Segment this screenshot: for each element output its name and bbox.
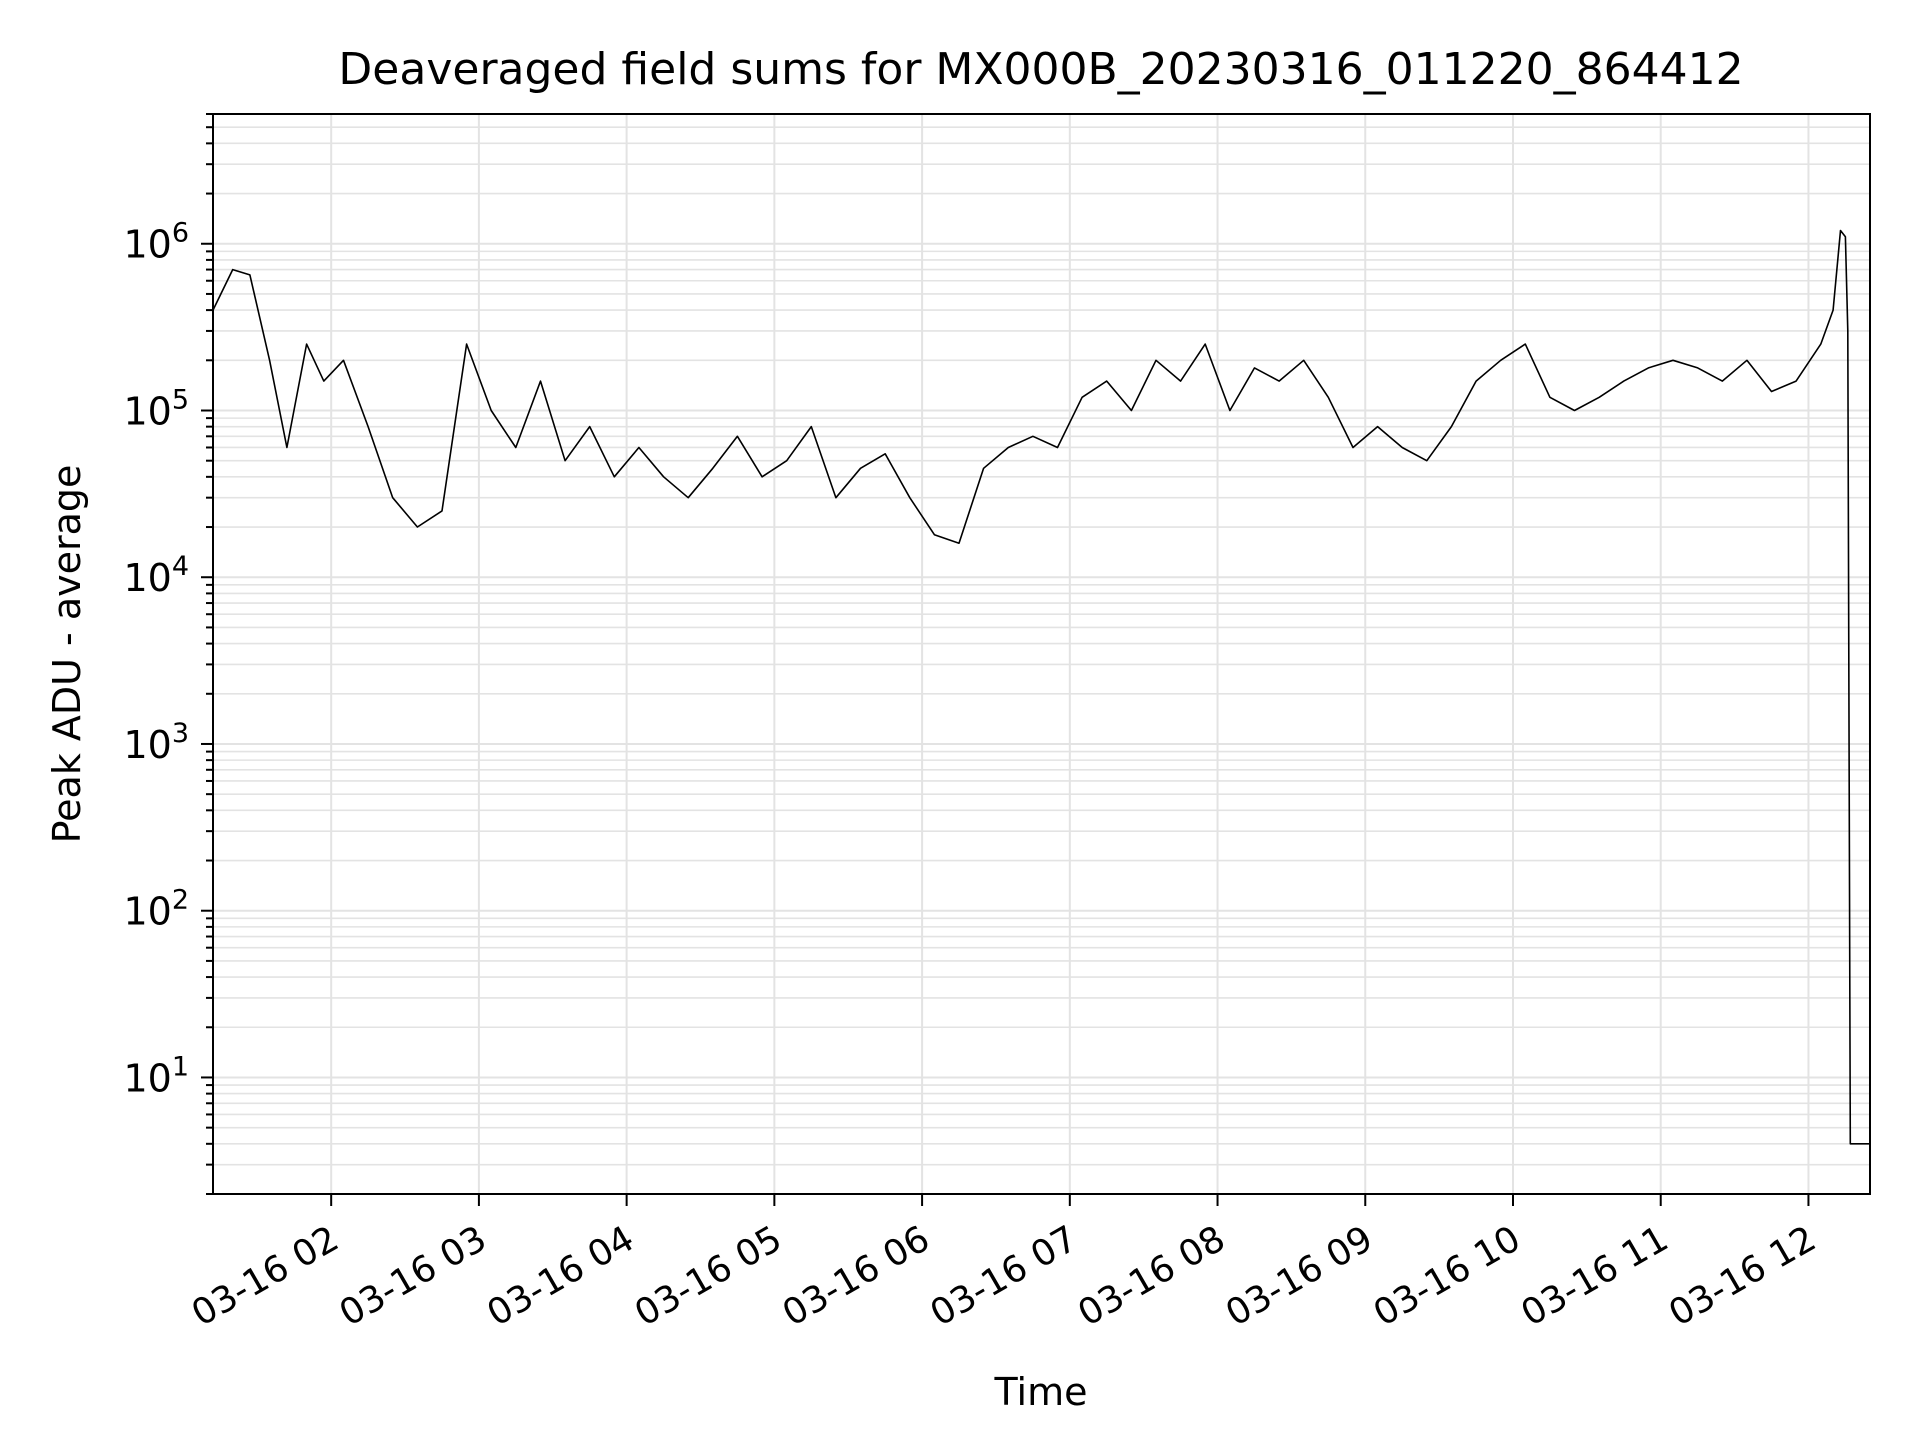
y-tick-label: 102 [123, 885, 189, 934]
y-tick-label: 106 [123, 218, 189, 267]
y-tick-label: 101 [123, 1051, 189, 1100]
x-axis-label: Time [994, 1370, 1088, 1414]
y-tick-label: 105 [123, 384, 189, 433]
series-layer [212, 229, 1870, 1145]
axes-frame [212, 113, 1871, 1195]
chart-title: Deaveraged field sums for MX000B_2023031… [338, 44, 1743, 95]
y-tick-label: 103 [123, 718, 189, 767]
series-line [212, 229, 1870, 1145]
grid [213, 113, 1870, 1195]
y-axis-label: Peak ADU - average [45, 465, 89, 844]
y-axis: 101 102 103 104 105 106 [123, 113, 213, 1195]
y-tick-label: 104 [123, 551, 189, 600]
